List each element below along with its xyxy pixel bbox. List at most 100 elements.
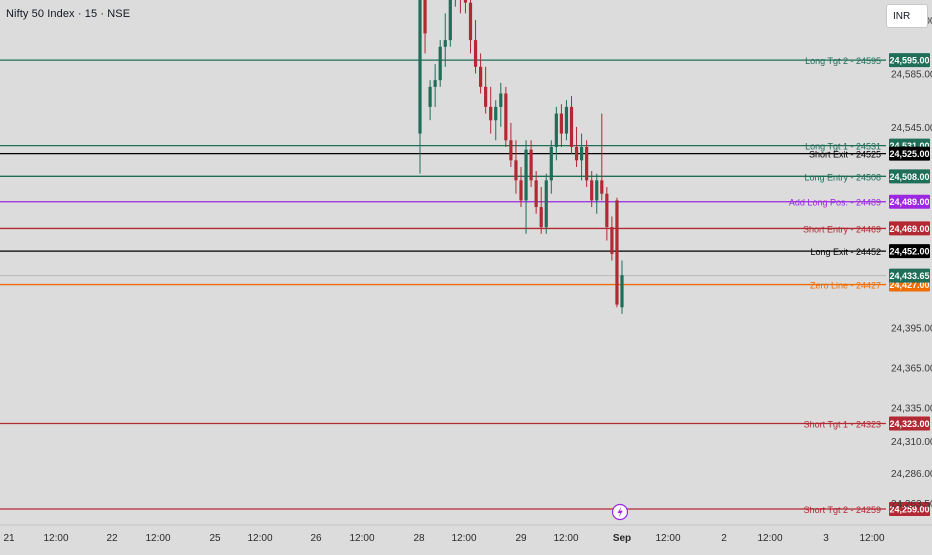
candle (564, 100, 569, 141)
currency-button[interactable]: INR (886, 4, 928, 28)
candle-body (468, 2, 473, 41)
level-line-label: Long Exit - 24452 (810, 247, 881, 257)
price-tag (889, 416, 930, 431)
x-tick-label: 2 (721, 533, 727, 544)
x-tick-label: 12:00 (553, 533, 578, 544)
candle (423, 0, 427, 54)
x-tick-label: 22 (106, 533, 118, 544)
y-tick-label: 24,286.00 (891, 469, 932, 480)
candle-body (484, 86, 488, 107)
candle (610, 216, 614, 261)
price-tag-label: 24,469.00 (889, 224, 929, 234)
price-tag (889, 53, 930, 68)
y-tick-label: 24,585.00 (891, 69, 932, 80)
x-tick-label: 12:00 (247, 533, 272, 544)
candle (595, 173, 599, 214)
candle (534, 170, 538, 214)
last-price-tag (889, 268, 930, 283)
y-tick-label: 24,545.00 (891, 123, 932, 134)
price-tag-label: 24,531.00 (889, 141, 929, 151)
candle-body (499, 93, 503, 107)
candle-body (585, 146, 589, 181)
price-tag-label: 24,525.00 (889, 149, 929, 159)
x-tick-label: 26 (310, 533, 322, 544)
candle-body (463, 0, 468, 3)
x-tick-label: 12:00 (43, 533, 68, 544)
y-tick-label: 24,310.00 (891, 437, 932, 448)
x-tick-label: 12:00 (655, 533, 680, 544)
y-tick-label: 24,263.50 (891, 499, 932, 510)
x-tick-label: 12:00 (859, 533, 884, 544)
candle-body (605, 193, 609, 228)
time-axis[interactable]: 21 12:00 22 12:00 25 12:00 26 12:00 28 12:00 29 12:… (3, 533, 885, 544)
price-tag (889, 221, 930, 236)
y-tick-label: 24,335.00 (891, 403, 932, 414)
candle (529, 140, 533, 188)
candle (559, 104, 563, 147)
level-line: Short Tgt 1 - 24323 24,323.00 (0, 416, 930, 431)
candle-body (423, 0, 427, 34)
candle (620, 260, 624, 314)
y-tick-label: 24,395.00 (891, 323, 932, 334)
candle (605, 187, 609, 241)
candle (519, 166, 523, 208)
candle-body (479, 66, 483, 87)
x-tick-label: 12:00 (757, 533, 782, 544)
level-line-label: Long Tgt 2 - 24595 (805, 56, 881, 66)
x-tick-label: 12:00 (145, 533, 170, 544)
candle (615, 197, 619, 308)
candle-body (539, 207, 543, 228)
candle-body (549, 146, 553, 181)
candle-body (418, 0, 422, 134)
price-tag (889, 194, 930, 209)
candle-body (600, 180, 604, 194)
candle-body (509, 140, 513, 161)
level-line: Long Tgt 2 - 24595 24,595.00 (0, 53, 930, 68)
candle-body (595, 180, 599, 201)
candle-body (534, 180, 538, 208)
level-line-label: Add Long Pos. - 24489 (789, 198, 881, 208)
level-line: Add Long Pos. - 24489 24,489.00 (0, 194, 930, 209)
lightning-icon[interactable] (611, 503, 629, 521)
candle-body (448, 0, 452, 41)
price-tag-label: 24,259.00 (889, 504, 929, 514)
level-line: Long Entry - 24508 24,508.00 (0, 169, 930, 184)
level-line: Short Entry - 24469 24,469.00 (0, 221, 930, 236)
candle-body (544, 180, 548, 228)
candle-body (519, 180, 523, 201)
candle-body (610, 227, 614, 254)
lightning-glyph (617, 506, 623, 518)
candle (539, 187, 543, 234)
level-line-label: Zero Line - 24427 (810, 281, 881, 291)
candle (473, 20, 478, 74)
candle (454, 0, 456, 7)
candle (479, 53, 483, 94)
x-tick-label: 28 (413, 533, 425, 544)
candle (484, 66, 488, 114)
candle (524, 140, 528, 234)
candle-body (559, 113, 563, 134)
level-lines: Long Tgt 2 - 24595 24,595.00 Long Tgt 1 - … (0, 53, 930, 516)
candle (504, 86, 508, 147)
level-line-label: Short Exit - 24525 (809, 150, 881, 160)
candle-body (615, 200, 619, 305)
candle (433, 64, 437, 107)
symbol-title: Nifty 50 Index · 15 · NSE (6, 8, 131, 20)
candle-body (524, 149, 528, 201)
candle (580, 133, 584, 181)
price-tag-label: 24,508.00 (889, 172, 929, 182)
last-price-label: 24,433.65 (889, 271, 929, 281)
price-tag-label: 24,595.00 (889, 56, 929, 66)
candle (544, 173, 548, 234)
price-tag-label: 24,427.00 (889, 280, 929, 290)
candle (443, 13, 447, 67)
candle-body (620, 275, 624, 308)
candle-body (473, 40, 478, 67)
x-tick-label: 29 (515, 533, 527, 544)
x-tick-label: Sep (613, 533, 631, 544)
candle (499, 82, 503, 127)
